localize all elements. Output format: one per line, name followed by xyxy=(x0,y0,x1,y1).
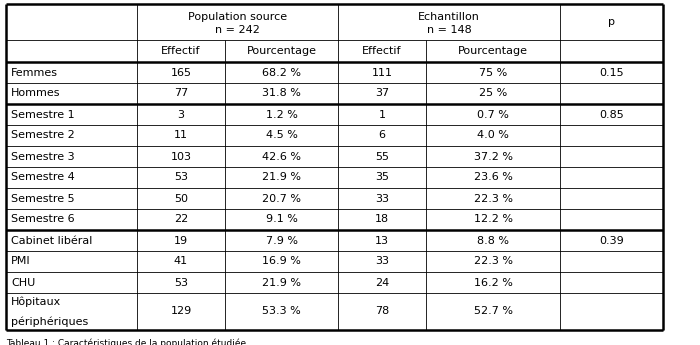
Text: 0.15: 0.15 xyxy=(599,68,624,78)
Text: 9.1 %: 9.1 % xyxy=(265,215,298,225)
Text: n = 148: n = 148 xyxy=(426,25,471,35)
Text: 7.9 %: 7.9 % xyxy=(265,236,298,246)
Text: 55: 55 xyxy=(375,151,389,161)
Text: 31.8 %: 31.8 % xyxy=(262,89,301,99)
Text: 33: 33 xyxy=(375,256,389,266)
Text: 21.9 %: 21.9 % xyxy=(262,172,301,183)
Text: 23.6 %: 23.6 % xyxy=(474,172,512,183)
Text: 19: 19 xyxy=(174,236,188,246)
Text: 20.7 %: 20.7 % xyxy=(262,194,301,204)
Text: Pourcentage: Pourcentage xyxy=(246,46,316,56)
Text: 16.2 %: 16.2 % xyxy=(474,277,512,287)
Text: 3: 3 xyxy=(178,109,185,119)
Text: CHU: CHU xyxy=(11,277,35,287)
Text: 1.2 %: 1.2 % xyxy=(265,109,298,119)
Text: Cabinet libéral: Cabinet libéral xyxy=(11,236,92,246)
Text: 4.5 %: 4.5 % xyxy=(265,130,298,140)
Text: Tableau 1 : Caractéristiques de la population étudiée: Tableau 1 : Caractéristiques de la popul… xyxy=(6,339,246,345)
Text: Hôpitaux: Hôpitaux xyxy=(11,296,62,307)
Text: Semestre 2: Semestre 2 xyxy=(11,130,75,140)
Text: 37: 37 xyxy=(375,89,389,99)
Text: 13: 13 xyxy=(375,236,389,246)
Text: 0.39: 0.39 xyxy=(599,236,624,246)
Text: 53.3 %: 53.3 % xyxy=(262,306,301,316)
Text: PMI: PMI xyxy=(11,256,31,266)
Text: 52.7 %: 52.7 % xyxy=(473,306,512,316)
Text: Echantillon: Echantillon xyxy=(418,12,480,22)
Text: 53: 53 xyxy=(174,277,188,287)
Text: 78: 78 xyxy=(375,306,389,316)
Text: 22: 22 xyxy=(174,215,188,225)
Text: 18: 18 xyxy=(375,215,389,225)
Text: Semestre 4: Semestre 4 xyxy=(11,172,75,183)
Text: Population source: Population source xyxy=(188,12,287,22)
Text: 24: 24 xyxy=(375,277,389,287)
Text: 6: 6 xyxy=(379,130,386,140)
Text: 4.0 %: 4.0 % xyxy=(477,130,509,140)
Text: p: p xyxy=(608,17,615,27)
Text: 8.8 %: 8.8 % xyxy=(477,236,509,246)
Text: 22.3 %: 22.3 % xyxy=(473,194,512,204)
Text: Semestre 5: Semestre 5 xyxy=(11,194,75,204)
Text: Semestre 6: Semestre 6 xyxy=(11,215,75,225)
Text: Effectif: Effectif xyxy=(161,46,201,56)
Text: 111: 111 xyxy=(372,68,393,78)
Text: 25 %: 25 % xyxy=(479,89,507,99)
Text: 16.9 %: 16.9 % xyxy=(262,256,301,266)
Text: 0.7 %: 0.7 % xyxy=(477,109,509,119)
Text: 77: 77 xyxy=(174,89,188,99)
Text: Semestre 3: Semestre 3 xyxy=(11,151,75,161)
Text: n = 242: n = 242 xyxy=(215,25,260,35)
Text: Hommes: Hommes xyxy=(11,89,60,99)
Text: 129: 129 xyxy=(170,306,192,316)
Text: 21.9 %: 21.9 % xyxy=(262,277,301,287)
Text: 50: 50 xyxy=(174,194,188,204)
Text: 35: 35 xyxy=(375,172,389,183)
Text: 22.3 %: 22.3 % xyxy=(473,256,512,266)
Text: 11: 11 xyxy=(174,130,188,140)
Text: 41: 41 xyxy=(174,256,188,266)
Text: 165: 165 xyxy=(171,68,192,78)
Text: 1: 1 xyxy=(379,109,386,119)
Text: 103: 103 xyxy=(171,151,192,161)
Text: périphériques: périphériques xyxy=(11,316,88,327)
Text: Femmes: Femmes xyxy=(11,68,58,78)
Text: 75 %: 75 % xyxy=(479,68,507,78)
Text: Pourcentage: Pourcentage xyxy=(458,46,528,56)
Text: 53: 53 xyxy=(174,172,188,183)
Text: Semestre 1: Semestre 1 xyxy=(11,109,75,119)
Text: 37.2 %: 37.2 % xyxy=(473,151,512,161)
Text: Effectif: Effectif xyxy=(363,46,402,56)
Text: 12.2 %: 12.2 % xyxy=(473,215,512,225)
Text: 0.85: 0.85 xyxy=(599,109,624,119)
Text: 33: 33 xyxy=(375,194,389,204)
Text: 42.6 %: 42.6 % xyxy=(262,151,301,161)
Text: 68.2 %: 68.2 % xyxy=(262,68,301,78)
